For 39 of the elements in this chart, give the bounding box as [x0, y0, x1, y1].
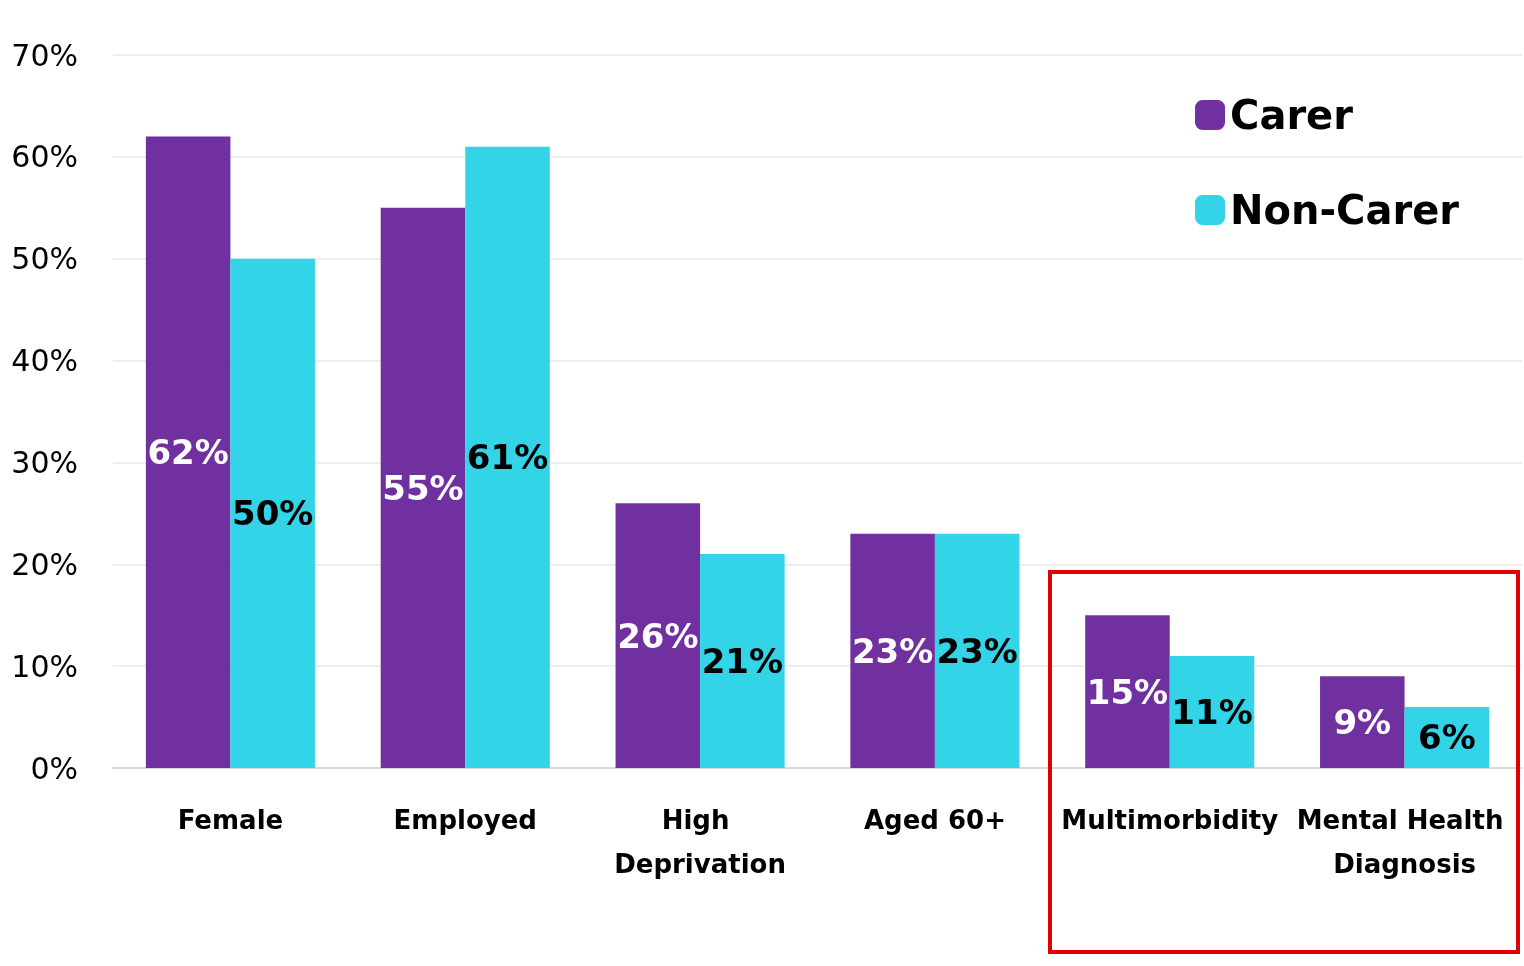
- x-tick-label: High Deprivation: [614, 805, 786, 879]
- x-tick-label: Multimorbidity: [1061, 805, 1279, 835]
- bar: [1320, 676, 1405, 768]
- bar: [380, 207, 466, 768]
- bar: [465, 146, 550, 768]
- data-label: 15%: [1086, 671, 1169, 712]
- data-label: 6%: [1417, 717, 1476, 758]
- data-label: 23%: [851, 630, 934, 671]
- y-tick-label: 50%: [11, 241, 78, 277]
- y-tick-label: 70%: [11, 37, 78, 73]
- x-tick-label: Female: [177, 805, 284, 835]
- y-tick-label: 10%: [11, 648, 78, 684]
- y-tick-label: 0%: [30, 750, 78, 786]
- legend-label: Non-Carer: [1230, 187, 1460, 233]
- legend-label: Carer: [1230, 92, 1354, 138]
- data-label: 23%: [936, 630, 1018, 671]
- data-label: 62%: [147, 432, 229, 473]
- data-label: 61%: [466, 437, 549, 478]
- x-tick-label: Mental Health Diagnosis: [1296, 805, 1513, 879]
- bar: [1085, 615, 1170, 768]
- bar: [230, 258, 315, 768]
- data-label: 55%: [382, 467, 464, 508]
- bar: [700, 554, 785, 768]
- y-tick-label: 20%: [11, 546, 78, 582]
- bar: [934, 533, 1020, 768]
- data-label: 9%: [1333, 702, 1392, 743]
- x-tick-label: Employed: [393, 805, 537, 835]
- data-label: 21%: [701, 641, 784, 682]
- data-label: 11%: [1171, 691, 1253, 732]
- bar: [145, 136, 231, 768]
- x-tick-label: Aged 60+: [863, 805, 1006, 835]
- data-label: 26%: [617, 615, 699, 656]
- bar: [850, 533, 935, 768]
- y-tick-label: 40%: [11, 343, 78, 379]
- y-tick-label: 60%: [11, 139, 78, 175]
- y-tick-label: 30%: [11, 444, 78, 480]
- bar: [1169, 655, 1255, 768]
- bar: [615, 503, 701, 768]
- data-label: 50%: [231, 493, 314, 534]
